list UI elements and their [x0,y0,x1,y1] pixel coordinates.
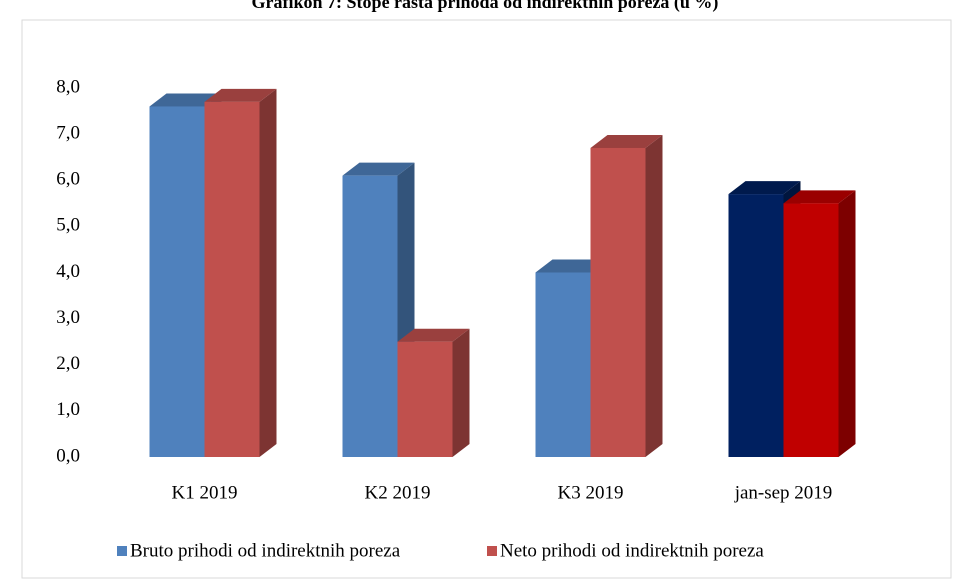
legend-label: Bruto prihodi od indirektnih poreza [130,540,401,561]
bar-top [204,88,277,102]
bar-side [645,134,663,457]
bar-side [838,190,856,457]
x-tick-label: jan-sep 2019 [734,482,833,503]
bar [397,341,453,457]
chart-title: Grafikon 7: Stope rasta prihoda od indir… [252,0,719,13]
bar-top [535,259,608,273]
y-tick-label: 2,0 [56,353,80,374]
bar-top [342,162,415,176]
bar-top [149,93,222,107]
y-tick-label: 6,0 [56,169,80,190]
bar [204,101,260,458]
y-tick-label: 3,0 [56,307,80,328]
bar-top [728,181,801,195]
legend-label: Neto prihodi od indirektnih poreza [500,540,764,561]
y-tick-label: 0,0 [56,445,80,466]
bar-side [259,88,277,458]
y-tick-label: 5,0 [56,215,80,236]
x-tick-label: K2 2019 [365,482,431,503]
bar [783,203,839,457]
bar-top [783,190,856,204]
x-tick-label: K1 2019 [172,482,238,503]
legend-swatch [117,546,127,556]
y-tick-label: 7,0 [56,122,80,143]
bar-top [590,134,663,148]
y-tick-label: 1,0 [56,399,80,420]
x-tick-label: K3 2019 [558,482,624,503]
bar [535,272,591,457]
y-tick-label: 8,0 [56,76,80,97]
bar [590,147,646,457]
bar-side [452,328,470,457]
bar [149,106,205,457]
y-tick-label: 4,0 [56,261,80,282]
bar [728,194,784,457]
bar [342,175,398,457]
bar-top [397,328,470,342]
legend-swatch [487,546,497,556]
